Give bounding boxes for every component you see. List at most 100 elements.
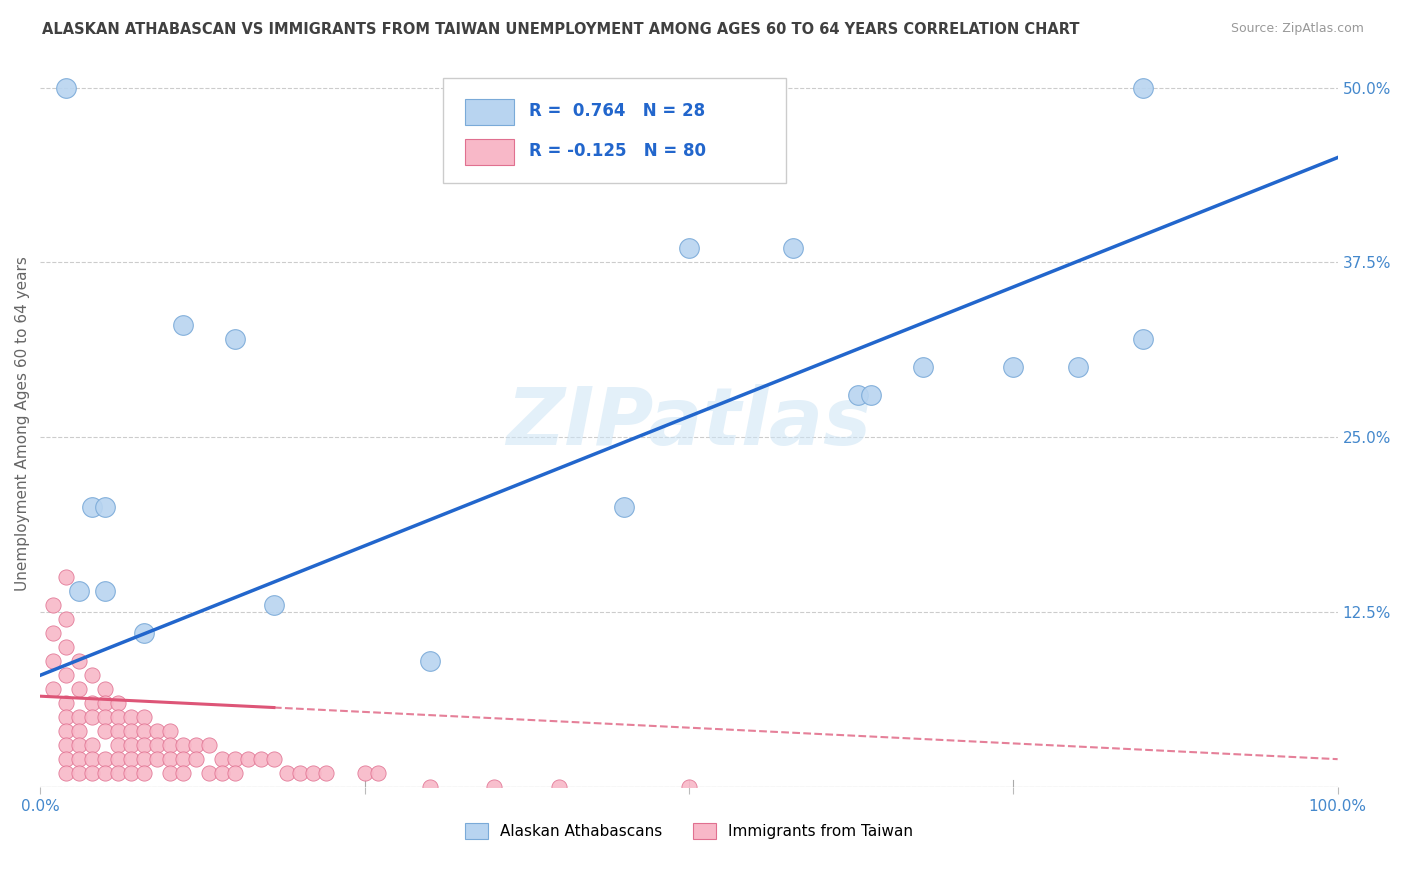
Point: [1132, 333, 1154, 347]
Point: [782, 242, 804, 256]
Legend: Alaskan Athabascans, Immigrants from Taiwan: Alaskan Athabascans, Immigrants from Tai…: [458, 817, 920, 845]
Point: [250, 752, 273, 766]
Point: [419, 654, 441, 668]
Point: [120, 752, 142, 766]
Point: [911, 360, 934, 375]
Point: [172, 752, 194, 766]
Text: R = -0.125   N = 80: R = -0.125 N = 80: [530, 142, 706, 161]
Point: [94, 766, 117, 780]
Point: [184, 738, 207, 752]
Point: [134, 626, 156, 640]
Point: [224, 333, 246, 347]
Point: [198, 766, 221, 780]
Point: [236, 752, 259, 766]
Point: [67, 654, 90, 668]
Point: [42, 626, 65, 640]
Point: [107, 710, 129, 724]
Point: [419, 780, 441, 794]
Point: [211, 766, 233, 780]
Point: [82, 738, 104, 752]
Point: [55, 570, 77, 584]
Point: [134, 766, 156, 780]
Point: [82, 696, 104, 710]
Text: Source: ZipAtlas.com: Source: ZipAtlas.com: [1230, 22, 1364, 36]
Point: [613, 500, 636, 515]
Point: [1132, 80, 1154, 95]
Point: [120, 710, 142, 724]
Point: [846, 388, 869, 402]
Point: [94, 584, 117, 599]
Point: [276, 766, 298, 780]
Point: [42, 654, 65, 668]
Point: [159, 724, 181, 739]
Point: [198, 738, 221, 752]
Point: [548, 780, 571, 794]
Point: [67, 766, 90, 780]
Point: [159, 766, 181, 780]
Point: [55, 724, 77, 739]
Point: [55, 696, 77, 710]
Point: [172, 738, 194, 752]
Point: [1002, 360, 1025, 375]
Point: [82, 766, 104, 780]
Point: [42, 599, 65, 613]
Point: [224, 752, 246, 766]
Point: [288, 766, 311, 780]
Point: [94, 724, 117, 739]
Point: [107, 696, 129, 710]
Point: [67, 752, 90, 766]
Point: [120, 724, 142, 739]
Point: [55, 752, 77, 766]
Point: [172, 766, 194, 780]
Y-axis label: Unemployment Among Ages 60 to 64 years: Unemployment Among Ages 60 to 64 years: [15, 256, 30, 591]
Point: [184, 752, 207, 766]
Point: [55, 640, 77, 655]
Point: [94, 696, 117, 710]
Point: [55, 668, 77, 682]
Point: [67, 682, 90, 697]
Point: [67, 738, 90, 752]
Point: [134, 724, 156, 739]
Point: [159, 752, 181, 766]
Point: [367, 766, 389, 780]
Point: [315, 766, 337, 780]
Point: [55, 738, 77, 752]
Point: [301, 766, 323, 780]
Point: [55, 710, 77, 724]
Point: [82, 500, 104, 515]
Point: [94, 752, 117, 766]
Point: [55, 612, 77, 626]
Point: [107, 738, 129, 752]
Point: [107, 724, 129, 739]
Point: [172, 318, 194, 333]
Point: [67, 584, 90, 599]
Point: [42, 682, 65, 697]
Point: [120, 738, 142, 752]
Point: [134, 710, 156, 724]
Point: [55, 80, 77, 95]
Point: [134, 752, 156, 766]
Point: [224, 766, 246, 780]
Point: [146, 752, 169, 766]
FancyBboxPatch shape: [443, 78, 786, 183]
Point: [82, 668, 104, 682]
Point: [67, 710, 90, 724]
Point: [146, 738, 169, 752]
Point: [263, 752, 285, 766]
Text: ZIPatlas: ZIPatlas: [506, 384, 872, 462]
Text: ALASKAN ATHABASCAN VS IMMIGRANTS FROM TAIWAN UNEMPLOYMENT AMONG AGES 60 TO 64 YE: ALASKAN ATHABASCAN VS IMMIGRANTS FROM TA…: [42, 22, 1080, 37]
Point: [107, 766, 129, 780]
FancyBboxPatch shape: [464, 99, 515, 125]
Point: [82, 710, 104, 724]
Point: [678, 242, 700, 256]
Point: [82, 752, 104, 766]
Point: [353, 766, 375, 780]
Point: [55, 766, 77, 780]
Point: [484, 780, 506, 794]
Point: [67, 724, 90, 739]
Text: R =  0.764   N = 28: R = 0.764 N = 28: [530, 103, 706, 120]
Point: [94, 500, 117, 515]
Point: [678, 780, 700, 794]
Point: [1067, 360, 1090, 375]
Point: [159, 738, 181, 752]
